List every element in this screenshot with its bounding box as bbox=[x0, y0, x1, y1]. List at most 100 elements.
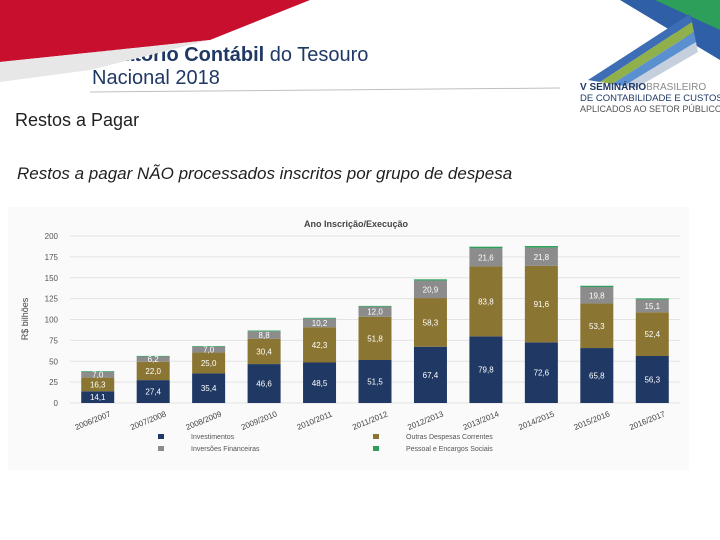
green-corner-shape bbox=[655, 0, 720, 30]
bar-segment bbox=[247, 364, 281, 403]
bar-segment bbox=[358, 305, 392, 307]
seminar-logo: V SEMINÁRIOBRASILEIRO DE CONTABILIDADE E… bbox=[580, 82, 720, 115]
y-tick-label: 150 bbox=[45, 274, 59, 283]
bar-segment bbox=[635, 298, 669, 300]
data-label: 19,8 bbox=[589, 291, 605, 300]
data-label: 65,8 bbox=[589, 372, 605, 381]
bar-segment bbox=[81, 371, 115, 378]
bar-segment bbox=[413, 298, 447, 347]
chart-subtitle: Restos a pagar NÃO processados inscritos… bbox=[17, 164, 513, 183]
bar-segment bbox=[136, 355, 170, 357]
stacked-bar-chart: Ano Inscrição/Execução R$ bilhões 0 25 50 7… bbox=[20, 219, 680, 453]
data-label: 21,8 bbox=[534, 253, 550, 262]
data-label: 72,6 bbox=[534, 369, 550, 378]
data-label: 8,8 bbox=[259, 331, 271, 340]
bar-segment bbox=[136, 361, 170, 381]
y-tick-label: 75 bbox=[49, 336, 58, 345]
bar-segment bbox=[303, 362, 337, 403]
data-label: 7,0 bbox=[92, 371, 104, 380]
logo-line2: DE CONTABILIDADE E CUSTOS bbox=[580, 93, 720, 104]
y-tick-label: 0 bbox=[54, 399, 59, 408]
legend-swatch bbox=[158, 446, 164, 451]
bar-segment bbox=[247, 338, 281, 365]
y-axis-label: R$ bilhões bbox=[20, 297, 30, 340]
legend-label: Investimentos bbox=[191, 434, 235, 441]
y-tick-label: 125 bbox=[45, 295, 59, 304]
data-label: 12,0 bbox=[367, 308, 383, 317]
data-label: 91,6 bbox=[534, 300, 550, 309]
title-line2: Nacional 2018 bbox=[92, 67, 220, 89]
logo-line1a: V SEMINÁRIO bbox=[580, 82, 647, 93]
red-banner-shape bbox=[0, 0, 310, 62]
data-label: 7,0 bbox=[203, 346, 215, 355]
bar-segment bbox=[469, 246, 503, 249]
legend-label: Outras Despesas Correntes bbox=[406, 434, 493, 441]
legend-swatch bbox=[373, 434, 379, 439]
bar-segment bbox=[469, 336, 503, 403]
bar-segment bbox=[81, 377, 115, 392]
bar-segment bbox=[303, 318, 337, 328]
bar-segment bbox=[136, 380, 170, 403]
logo-line3: APLICADOS AO SETOR PÚBLICO bbox=[580, 104, 720, 114]
data-label: 27,4 bbox=[145, 388, 161, 397]
bar-segment bbox=[358, 316, 392, 360]
data-label: 56,3 bbox=[644, 375, 660, 384]
data-label: 52,4 bbox=[644, 330, 660, 339]
bar-segment bbox=[580, 348, 614, 403]
bar-segment bbox=[524, 246, 558, 248]
bar-segment bbox=[469, 266, 503, 337]
bar-segment bbox=[81, 391, 115, 403]
bar-segment bbox=[635, 312, 669, 356]
bar-segment bbox=[136, 356, 170, 362]
data-label: 42,3 bbox=[312, 341, 328, 350]
y-tick-label: 100 bbox=[45, 316, 59, 325]
data-label: 16,3 bbox=[90, 380, 106, 389]
bar-segment bbox=[635, 299, 669, 313]
bar-segment bbox=[192, 346, 226, 347]
section-title: Restos a Pagar bbox=[15, 110, 140, 130]
bar-segment bbox=[247, 330, 281, 332]
data-label: 51,5 bbox=[367, 377, 383, 386]
bar-segment bbox=[524, 342, 558, 403]
x-tick-label: 2008/2009 bbox=[184, 409, 223, 432]
y-tick-label: 25 bbox=[49, 378, 58, 387]
data-label: 20,9 bbox=[423, 285, 439, 294]
x-tick-label: 2012/2013 bbox=[406, 409, 445, 432]
bar-segment bbox=[192, 373, 226, 403]
header-decoration bbox=[0, 0, 720, 93]
bar-segment bbox=[413, 279, 447, 281]
logo-stripes-icon bbox=[588, 14, 698, 88]
x-tick-label: 2014/2015 bbox=[517, 409, 556, 432]
data-label: 30,4 bbox=[256, 347, 272, 356]
x-tick-label: 2015/2016 bbox=[573, 409, 612, 432]
bar-segment bbox=[524, 265, 558, 343]
x-tick-label: 2013/2014 bbox=[462, 409, 501, 432]
bar-segment bbox=[81, 371, 115, 372]
bar-segment bbox=[635, 355, 669, 403]
data-label: 35,4 bbox=[201, 384, 217, 393]
bar-segment bbox=[358, 359, 392, 403]
y-tick-label: 200 bbox=[45, 232, 59, 241]
bar-segment bbox=[192, 346, 226, 353]
data-label: 21,6 bbox=[478, 253, 494, 262]
bar-segment bbox=[413, 280, 447, 299]
y-tick-label: 175 bbox=[45, 253, 59, 262]
legend-swatch bbox=[158, 434, 164, 439]
data-label: 46,6 bbox=[256, 380, 272, 389]
bar-segment bbox=[524, 247, 558, 266]
title-rest: do Tesouro bbox=[264, 44, 369, 66]
data-label: 79,8 bbox=[478, 366, 494, 375]
bar-segment bbox=[247, 331, 281, 339]
bar-segment bbox=[469, 248, 503, 267]
legend-swatch bbox=[373, 446, 379, 451]
chart-panel: Ano Inscrição/Execução R$ bilhões 0 25 50 7… bbox=[8, 207, 689, 470]
data-label: 14,1 bbox=[90, 393, 106, 402]
header-divider bbox=[89, 87, 561, 93]
bar-segment bbox=[580, 287, 614, 304]
bar-segment bbox=[413, 346, 447, 403]
x-tick-label: 2006/2007 bbox=[74, 409, 113, 432]
data-label: 6,2 bbox=[148, 355, 160, 364]
data-label: 53,3 bbox=[589, 322, 605, 331]
data-label: 58,3 bbox=[423, 318, 439, 327]
data-label: 83,8 bbox=[478, 297, 494, 306]
